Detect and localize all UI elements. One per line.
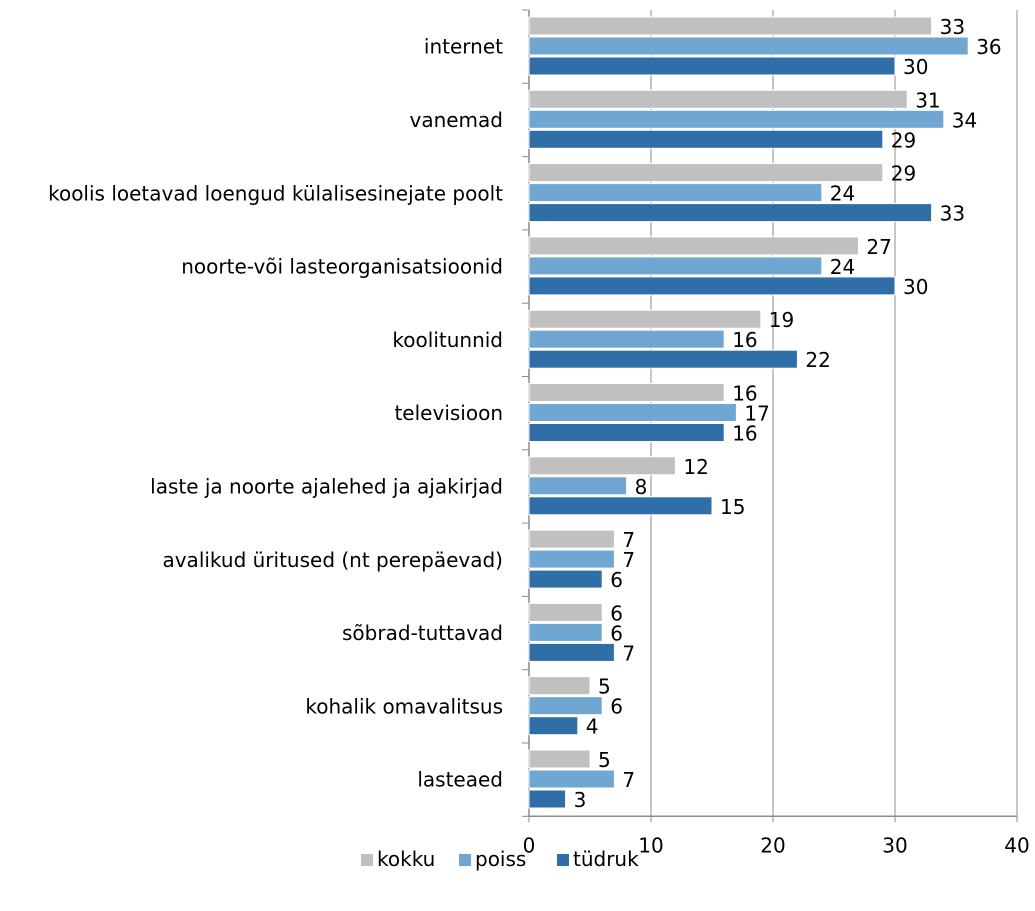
bar-poiss <box>528 256 823 276</box>
value-label: 12 <box>683 455 708 479</box>
value-label: 7 <box>622 641 635 665</box>
bar-poiss <box>528 769 615 789</box>
bar-tüdruk <box>528 716 579 736</box>
value-label: 30 <box>903 55 928 79</box>
x-tick-label: 0 <box>523 833 536 857</box>
bar-poiss <box>528 622 603 642</box>
value-label: 7 <box>622 548 635 572</box>
value-label: 4 <box>586 715 599 739</box>
bar-poiss <box>528 549 615 569</box>
category-label: avalikud üritused (nt perepäevad) <box>162 548 503 572</box>
bar-tüdruk <box>528 642 615 662</box>
bar-kokku <box>528 602 603 622</box>
value-label: 29 <box>891 162 916 186</box>
bar-kokku <box>528 529 615 549</box>
category-label: lasteaed <box>417 768 503 792</box>
value-label: 17 <box>744 402 769 426</box>
value-label: 6 <box>610 568 623 592</box>
value-label: 27 <box>866 235 891 259</box>
value-label: 19 <box>769 308 794 332</box>
value-label: 33 <box>940 15 965 39</box>
bar-tüdruk <box>528 496 713 516</box>
bar-tüdruk <box>528 276 896 296</box>
value-label: 6 <box>610 695 623 719</box>
value-label: 7 <box>622 528 635 552</box>
legend: kokku poiss tüdruk <box>361 847 639 871</box>
value-label: 16 <box>732 382 757 406</box>
value-label: 36 <box>976 35 1001 59</box>
bar-poiss <box>528 403 737 422</box>
bar-kokku <box>528 383 725 402</box>
value-label: 5 <box>598 675 611 699</box>
bar-poiss <box>528 696 603 716</box>
value-label: 16 <box>732 328 757 352</box>
bar-tüdruk <box>528 129 884 149</box>
bar-tüdruk <box>528 569 603 589</box>
x-tick-label: 20 <box>760 833 785 857</box>
category-label: sõbrad-tuttavad <box>342 621 503 645</box>
bar-kokku <box>528 456 676 476</box>
value-label: 5 <box>598 748 611 772</box>
value-label: 31 <box>915 88 940 112</box>
value-label: 34 <box>952 108 977 132</box>
legend-label-tüdruk: tüdruk <box>573 847 639 871</box>
bar-layer <box>528 16 969 809</box>
bar-kokku <box>528 676 591 696</box>
legend-label-kokku: kokku <box>377 847 435 871</box>
category-label: internet <box>424 35 503 59</box>
bar-poiss <box>528 183 823 203</box>
legend-swatch-poiss <box>459 854 471 866</box>
bar-kokku <box>528 236 859 256</box>
x-tick-label: 30 <box>882 833 907 857</box>
category-label: televisioon <box>394 401 503 425</box>
bar-tüdruk <box>528 423 725 442</box>
value-label: 22 <box>805 348 830 372</box>
bar-tüdruk <box>528 789 567 809</box>
legend-label-poiss: poiss <box>475 847 526 871</box>
value-label: 24 <box>830 255 855 279</box>
category-label: laste ja noorte ajalehed ja ajakirjad <box>150 474 503 498</box>
value-label: 15 <box>720 495 745 519</box>
bar-poiss <box>528 109 945 129</box>
category-label: koolitunnid <box>392 328 503 352</box>
category-label: noorte-või lasteorganisatsioonid <box>181 255 503 279</box>
legend-swatch-tüdruk <box>557 854 569 866</box>
legend-swatch-kokku <box>361 854 373 866</box>
bar-poiss <box>528 476 628 496</box>
x-tick-label: 10 <box>638 833 663 857</box>
bar-tüdruk <box>528 349 798 369</box>
category-label: koolis loetavad loengud külalisesinejate… <box>48 181 503 205</box>
bar-kokku <box>528 89 908 109</box>
bar-tüdruk <box>528 56 896 76</box>
value-label: 6 <box>610 621 623 645</box>
value-label: 6 <box>610 601 623 625</box>
bar-kokku <box>528 16 933 36</box>
value-label: 3 <box>574 788 587 812</box>
category-label: vanemad <box>409 108 503 132</box>
value-label: 24 <box>830 182 855 206</box>
value-label: 7 <box>622 768 635 792</box>
value-label: 29 <box>891 128 916 152</box>
value-label: 16 <box>732 422 757 446</box>
bar-kokku <box>528 309 762 329</box>
x-tick-label: 40 <box>1004 833 1029 857</box>
bar-poiss <box>528 36 969 56</box>
value-label: 8 <box>635 475 648 499</box>
bar-tüdruk <box>528 203 933 223</box>
bar-poiss <box>528 329 725 349</box>
value-label: 30 <box>903 275 928 299</box>
bar-kokku <box>528 749 591 769</box>
category-label: kohalik omavalitsus <box>305 694 503 718</box>
bar-kokku <box>528 163 884 183</box>
value-label: 33 <box>940 202 965 226</box>
